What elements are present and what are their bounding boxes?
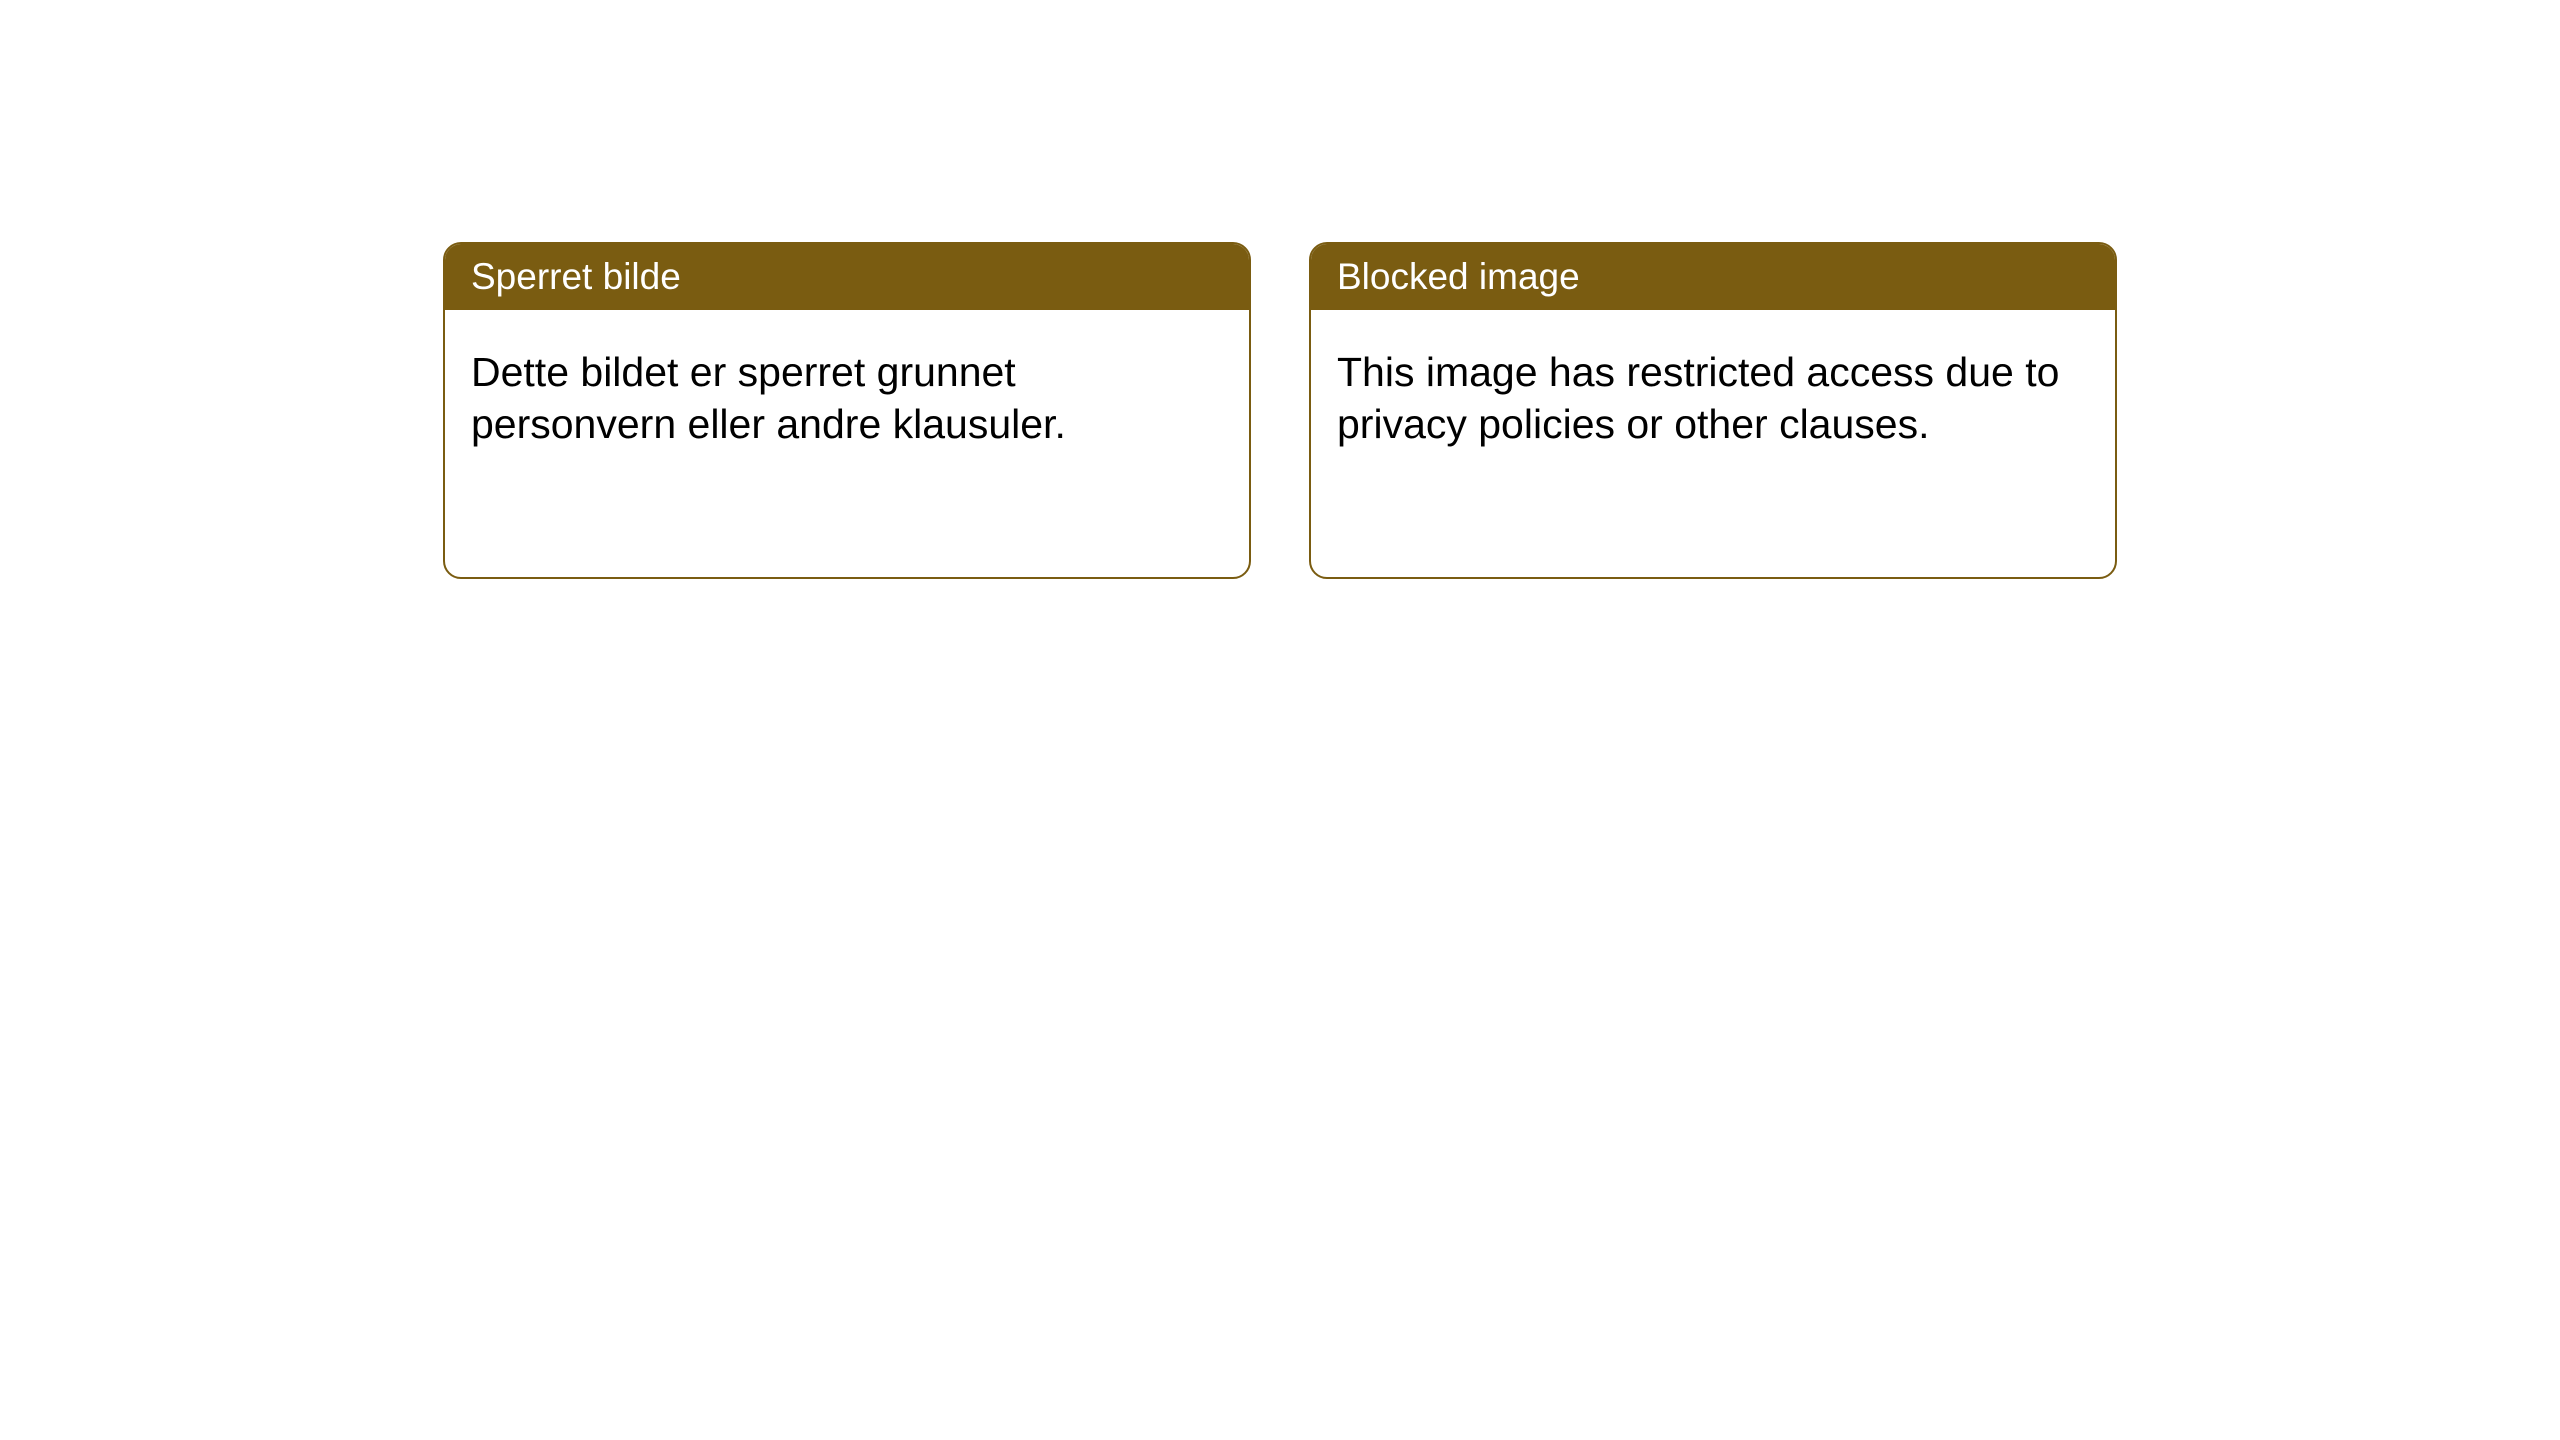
notice-header: Blocked image	[1311, 244, 2115, 310]
notice-title: Sperret bilde	[471, 256, 681, 297]
notice-card-norwegian: Sperret bilde Dette bildet er sperret gr…	[443, 242, 1251, 579]
notice-text: Dette bildet er sperret grunnet personve…	[471, 349, 1066, 447]
notice-title: Blocked image	[1337, 256, 1580, 297]
notice-header: Sperret bilde	[445, 244, 1249, 310]
notice-card-english: Blocked image This image has restricted …	[1309, 242, 2117, 579]
notice-body: Dette bildet er sperret grunnet personve…	[445, 310, 1249, 487]
notice-body: This image has restricted access due to …	[1311, 310, 2115, 487]
notice-text: This image has restricted access due to …	[1337, 349, 2059, 447]
notice-container: Sperret bilde Dette bildet er sperret gr…	[0, 0, 2560, 579]
